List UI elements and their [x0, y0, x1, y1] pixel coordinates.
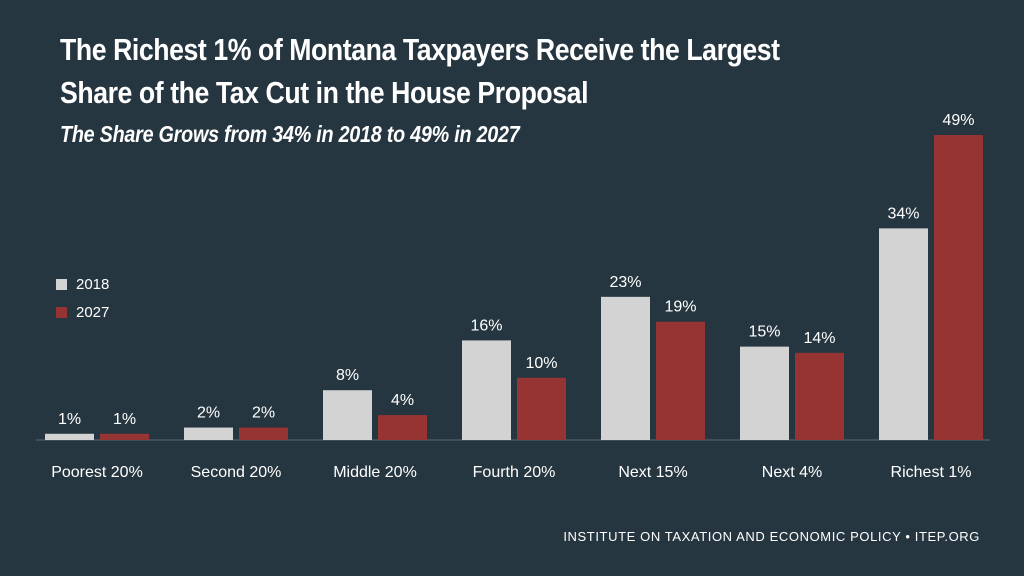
bar-label-2027-1: 2%: [252, 405, 275, 422]
bar-2027-4: [656, 321, 705, 440]
category-label-6: Richest 1%: [891, 464, 972, 481]
bar-2018-2: [323, 390, 372, 440]
category-label-2: Middle 20%: [333, 464, 417, 481]
bar-2018-0: [45, 433, 94, 440]
legend-swatch-2018: [56, 278, 67, 290]
bar-2027-1: [239, 427, 288, 440]
legend-item-2018: 2018: [56, 270, 109, 298]
bar-label-2018-6: 34%: [887, 205, 919, 222]
category-label-1: Second 20%: [191, 464, 282, 481]
legend-label-2018: 2018: [76, 275, 110, 293]
footer-credit: INSTITUTE ON TAXATION AND ECONOMIC POLIC…: [563, 529, 980, 544]
category-label-3: Fourth 20%: [473, 464, 556, 481]
category-label-0: Poorest 20%: [51, 464, 143, 481]
bar-2027-5: [795, 352, 844, 440]
bar-label-2018-3: 16%: [470, 317, 502, 334]
bar-2027-0: [100, 433, 149, 440]
legend-swatch-2027: [56, 306, 67, 318]
bar-2018-4: [601, 296, 650, 440]
category-label-4: Next 15%: [618, 464, 687, 481]
bar-label-2027-3: 10%: [525, 355, 557, 372]
category-label-5: Next 4%: [762, 464, 822, 481]
bar-label-2018-4: 23%: [609, 274, 641, 291]
chart-title: The Richest 1% of Montana Taxpayers Rece…: [60, 32, 780, 110]
bar-label-2018-2: 8%: [336, 367, 359, 384]
bar-label-2027-2: 4%: [391, 392, 414, 409]
bar-2027-6: [934, 135, 983, 440]
bar-2027-2: [378, 415, 427, 440]
legend-label-2027: 2027: [76, 303, 110, 321]
legend: 2018 2027: [56, 270, 109, 326]
bar-2018-1: [184, 427, 233, 440]
bar-2018-5: [740, 346, 789, 440]
legend-item-2027: 2027: [56, 298, 109, 326]
bar-label-2027-0: 1%: [113, 411, 136, 428]
bar-label-2018-5: 15%: [748, 324, 780, 341]
bar-label-2027-6: 49%: [942, 112, 974, 129]
bar-label-2027-5: 14%: [803, 330, 835, 347]
chart-subtitle: The Share Grows from 34% in 2018 to 49% …: [60, 121, 520, 147]
bar-label-2027-4: 19%: [664, 299, 696, 316]
bar-label-2018-0: 1%: [58, 411, 81, 428]
bar-2018-3: [462, 340, 511, 440]
bar-2018-6: [879, 228, 928, 440]
bar-2027-3: [517, 377, 566, 440]
bar-label-2018-1: 2%: [197, 405, 220, 422]
